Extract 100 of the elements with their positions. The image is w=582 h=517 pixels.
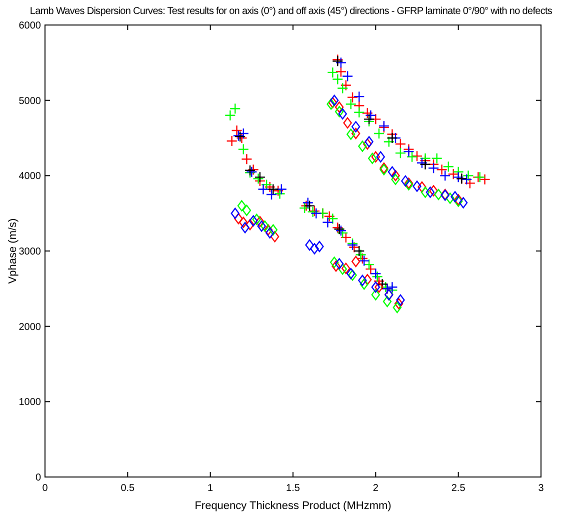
x-axis-title: Frequency Thickness Product (MHzmm) xyxy=(194,500,392,512)
point xyxy=(462,170,474,182)
point xyxy=(342,70,354,82)
y-tick-label: 6000 xyxy=(18,20,42,32)
point xyxy=(224,110,236,121)
point xyxy=(266,188,278,200)
point xyxy=(370,268,382,280)
point xyxy=(335,57,347,68)
point xyxy=(431,152,442,164)
point xyxy=(358,255,370,266)
point xyxy=(368,152,377,164)
point xyxy=(230,103,241,114)
point xyxy=(322,216,334,228)
point xyxy=(304,200,316,212)
point xyxy=(354,245,365,257)
x-tick-label: 1 xyxy=(208,483,214,494)
point xyxy=(234,213,243,224)
point xyxy=(394,147,406,159)
point xyxy=(360,278,368,290)
point xyxy=(268,184,279,195)
point xyxy=(264,224,273,236)
y-axis-title: Vphase (m/s) xyxy=(7,218,19,284)
point xyxy=(418,181,426,193)
point xyxy=(351,128,360,140)
point xyxy=(383,136,394,148)
point xyxy=(338,108,347,120)
point xyxy=(268,224,278,236)
point xyxy=(276,184,288,195)
point xyxy=(238,128,249,140)
point xyxy=(266,227,274,239)
point xyxy=(354,90,365,102)
point xyxy=(302,197,314,208)
point xyxy=(260,179,272,190)
point xyxy=(372,271,383,282)
point xyxy=(354,106,365,118)
point xyxy=(382,296,392,308)
point xyxy=(373,128,385,140)
point xyxy=(330,94,339,106)
point xyxy=(298,202,310,214)
point xyxy=(394,298,404,310)
x-tick-label: 3 xyxy=(538,483,544,494)
point xyxy=(386,132,398,144)
point xyxy=(428,162,440,174)
point xyxy=(362,108,373,119)
point xyxy=(346,92,358,103)
point xyxy=(330,256,339,268)
point xyxy=(365,110,376,121)
point xyxy=(327,213,338,224)
chart-title: Lamb Waves Dispersion Curves: Test results for on axis (0°) and off axis (45°) directions - GFRP laminate 0°/90° with no defects xyxy=(30,6,552,17)
x-tick-label: 0 xyxy=(42,483,48,494)
point xyxy=(386,282,398,293)
point xyxy=(426,186,435,198)
y-tick-label: 1000 xyxy=(18,397,42,408)
point xyxy=(335,66,347,78)
point xyxy=(343,117,352,129)
point xyxy=(434,188,443,200)
point xyxy=(376,151,385,162)
point xyxy=(356,252,368,264)
point xyxy=(346,128,356,140)
point xyxy=(334,102,344,113)
point xyxy=(411,150,423,162)
point xyxy=(248,215,258,226)
point xyxy=(338,263,347,275)
point xyxy=(230,208,240,219)
point xyxy=(241,153,252,165)
point xyxy=(305,239,314,251)
point xyxy=(351,121,360,132)
point xyxy=(334,258,344,270)
point xyxy=(348,242,360,253)
point xyxy=(363,274,372,286)
point xyxy=(436,164,448,176)
point xyxy=(256,216,264,228)
point xyxy=(458,197,468,208)
point xyxy=(315,240,324,252)
point xyxy=(351,256,360,268)
y-tick-label: 4000 xyxy=(18,171,42,182)
point xyxy=(442,161,454,172)
point xyxy=(450,191,460,202)
x-tick-label: 0.5 xyxy=(120,483,136,494)
point xyxy=(258,184,269,195)
point xyxy=(371,282,380,293)
x-tick-label: 2 xyxy=(372,483,379,494)
x-tick-label: 1.5 xyxy=(286,483,300,494)
point xyxy=(371,289,380,300)
point xyxy=(246,219,254,230)
y-tick-label: 0 xyxy=(35,472,42,484)
point xyxy=(237,200,246,212)
point xyxy=(334,106,344,118)
point xyxy=(446,192,454,204)
point xyxy=(376,278,388,290)
point xyxy=(416,157,428,168)
point xyxy=(240,222,250,234)
point xyxy=(310,208,322,219)
point xyxy=(420,186,430,198)
point xyxy=(363,258,375,270)
point xyxy=(345,98,356,110)
y-tick-label: 3000 xyxy=(18,246,42,258)
point xyxy=(226,135,238,147)
point xyxy=(394,138,406,150)
point xyxy=(461,174,472,186)
